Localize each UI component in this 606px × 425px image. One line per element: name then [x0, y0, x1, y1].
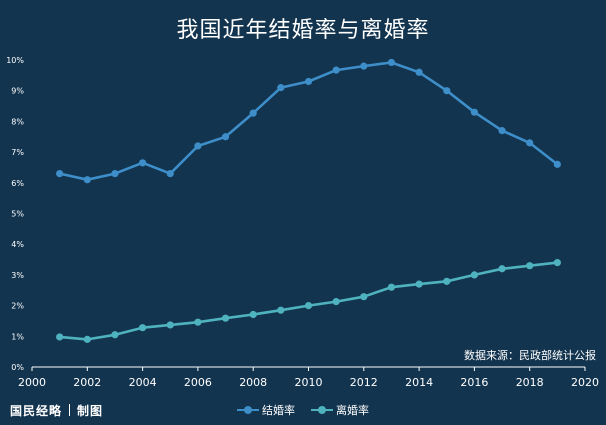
data-point-marriage [553, 160, 561, 168]
data-point-divorce [360, 293, 368, 301]
legend-marker-marriage [237, 405, 259, 415]
data-point-marriage [443, 87, 451, 95]
data-source-note: 数据来源：民政部统计公报 [464, 349, 596, 362]
data-point-divorce [304, 302, 313, 310]
chart-title: 我国近年结婚率与离婚率 [176, 18, 430, 43]
data-point-divorce [498, 265, 506, 273]
y-tick-label: 1% [11, 332, 24, 341]
x-tick-label: 2008 [239, 376, 267, 389]
data-point-divorce [387, 283, 396, 291]
x-tick-label: 2014 [405, 376, 433, 389]
data-point-marriage [498, 127, 506, 135]
x-tick-label: 2002 [73, 376, 101, 389]
y-tick-label: 9% [11, 87, 24, 96]
y-tick-label: 2% [11, 302, 24, 311]
x-tick-label: 2018 [516, 376, 544, 389]
data-point-divorce [56, 333, 64, 341]
y-tick-label: 7% [11, 148, 24, 157]
data-point-divorce [249, 310, 257, 319]
brand-name: 国民经略 [10, 404, 63, 418]
chart-legend: 结婚率 离婚率 [0, 402, 606, 418]
brand-credit: 国民经略 制图 [10, 402, 103, 419]
x-tick-label: 2012 [350, 376, 378, 389]
data-point-marriage [111, 169, 119, 178]
data-point-divorce [470, 271, 478, 279]
data-point-divorce [166, 321, 174, 329]
series-line-divorce [58, 261, 559, 341]
x-tick-label: 2016 [460, 376, 488, 389]
x-tick-label: 2000 [18, 376, 46, 389]
y-tick-label: 3% [11, 271, 24, 280]
data-point-marriage [526, 139, 534, 147]
y-tick-label: 6% [11, 179, 24, 188]
data-point-divorce [139, 324, 147, 332]
data-point-marriage [56, 169, 64, 178]
data-point-marriage [221, 133, 230, 141]
data-point-divorce [111, 331, 119, 339]
data-point-marriage [415, 68, 423, 76]
data-point-marriage [387, 58, 396, 67]
data-point-divorce [83, 335, 91, 343]
data-point-marriage [139, 159, 147, 167]
x-tick-label: 2006 [184, 376, 212, 389]
data-point-divorce [277, 306, 285, 314]
data-point-marriage [332, 66, 340, 74]
y-tick-label: 8% [11, 117, 24, 126]
data-point-marriage [194, 142, 202, 150]
y-tick-label: 5% [11, 210, 24, 219]
data-point-divorce [443, 277, 451, 285]
data-point-marriage [470, 108, 478, 116]
data-point-divorce [526, 262, 534, 270]
data-point-divorce [194, 318, 202, 326]
y-tick-label: 10% [6, 56, 24, 65]
x-tick-label: 2004 [129, 376, 157, 389]
data-point-divorce [415, 280, 423, 288]
y-tick-label: 4% [11, 240, 24, 249]
x-tick-label: 2010 [295, 376, 323, 389]
data-point-marriage [277, 84, 285, 92]
x-tick-label: 2020 [571, 376, 599, 389]
legend-marker-divorce [311, 405, 333, 415]
data-point-marriage [249, 109, 257, 117]
data-point-marriage [304, 77, 313, 86]
data-point-marriage [83, 176, 91, 184]
legend-item-divorce[interactable]: 离婚率 [311, 402, 369, 418]
legend-item-marriage[interactable]: 结婚率 [237, 402, 295, 418]
brand-separator [69, 404, 71, 416]
legend-label-divorce: 离婚率 [336, 404, 369, 417]
data-point-marriage [166, 169, 174, 178]
data-point-divorce [332, 298, 340, 306]
legend-label-marriage: 结婚率 [262, 404, 295, 417]
data-point-divorce [221, 314, 230, 322]
data-point-marriage [360, 62, 368, 70]
brand-suffix: 制图 [77, 404, 104, 418]
data-point-divorce [553, 259, 561, 267]
y-tick-label: 0% [11, 363, 24, 372]
